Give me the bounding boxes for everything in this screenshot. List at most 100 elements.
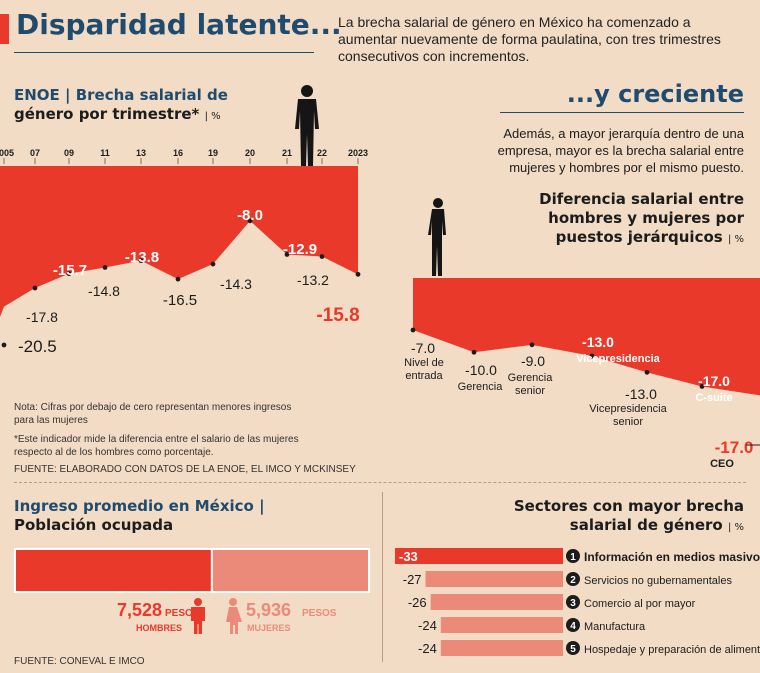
puestos-category-label: Nivel de (404, 357, 444, 369)
enoe-x-tick-label: 2023 (348, 148, 368, 158)
hombres-value: 7,528 (117, 600, 162, 620)
hombres-label: HOMBRES (136, 623, 182, 633)
man-icon (194, 598, 202, 606)
sector-category-label: Servicios no gubernamentales (584, 575, 732, 587)
puestos-category-label: Vicepresidencia (576, 353, 660, 365)
puestos-category-label: CEO (710, 458, 734, 470)
notes: Nota: Cifras por debajo de cero represen… (14, 401, 356, 476)
enoe-chart: 2005 07 09 11 13 16 19 20 21 22 2023 -20.5 -17.8 -15.… (0, 148, 368, 356)
sector-category-label: Comercio al por mayor (584, 598, 696, 610)
puestos-category-label: senior (613, 416, 643, 428)
sector-value-label: -27 (403, 572, 422, 587)
enoe-title: ENOE | Brecha salarial de género por tri… (14, 86, 228, 126)
enoe-x-tick-label: 19 (208, 148, 218, 158)
source-2: FUENTE: CONEVAL E IMCO (14, 656, 145, 667)
puestos-value-label: -13.0 (625, 386, 657, 402)
sector-rank-number: 5 (570, 644, 576, 655)
sectores-chart: -33 1 Información en medios masivos -27 2 Ser… (395, 548, 760, 656)
sector-rank-badge (566, 618, 580, 632)
ingreso-title-line1: Ingreso promedio en México | (14, 497, 265, 515)
sector-bar (440, 640, 563, 656)
enoe-point (319, 254, 325, 259)
sectores-title: Sectores con mayor brecha salarial de gé… (514, 497, 744, 537)
sector-bar (395, 548, 563, 564)
sector-bar (430, 594, 563, 610)
puestos-title: Diferencia salarial entre hombres y muje… (539, 190, 744, 249)
enoe-x-tick-label: 13 (136, 148, 146, 158)
sector-value-label: -24 (418, 618, 437, 633)
enoe-point (247, 218, 253, 224)
enoe-unit: | % (204, 111, 221, 122)
note-2: *Este indicador mide la diferencia entre… (14, 434, 299, 445)
section-divider (14, 482, 746, 483)
puestos-title-line1: Diferencia salarial entre (539, 190, 744, 208)
sector-rank-badge (566, 595, 580, 609)
hombres-unit: PESOS (165, 608, 200, 619)
creciente-title: ...y creciente (566, 80, 744, 108)
enoe-title-line2: género por trimestre* | % (14, 105, 228, 126)
sector-category-label: Hospedaje y preparación de alimentos (584, 644, 760, 656)
sector-category-label: Manufactura (584, 621, 646, 633)
puestos-unit: | % (727, 234, 744, 245)
woman-icon (226, 607, 242, 634)
mujeres-value: 5,936 (246, 600, 291, 620)
enoe-x-tick-label: 22 (317, 148, 327, 158)
enoe-x-tick-label: 09 (64, 148, 74, 158)
sector-value-label: -33 (399, 549, 418, 564)
enoe-value-label: -17.8 (26, 309, 58, 325)
enoe-x-tick-label: 20 (245, 148, 255, 158)
puestos-chart: -7.0 -10.0 -9.0 -13.0 -13.0 -17.0 -17.0 Nivel d… (404, 278, 760, 470)
puestos-value-label: -10.0 (465, 362, 497, 378)
enoe-value-label: -13.2 (297, 272, 329, 288)
puestos-value-label: -7.0 (411, 340, 435, 356)
note-1: Nota: Cifras por debajo de cero represen… (14, 402, 292, 413)
sector-rank-number: 3 (570, 598, 576, 609)
creciente-text: Además, a mayor jerarquía dentro de una … (497, 126, 744, 175)
enoe-point (175, 276, 181, 282)
note-2b: respecto al de los hombres como porcenta… (14, 447, 214, 458)
puestos-title-line2: hombres y mujeres por (548, 209, 744, 227)
enoe-x-tick-label: 11 (100, 148, 110, 158)
title-accent-bar (0, 14, 9, 44)
puestos-category-label: Gerencia (458, 381, 504, 393)
puestos-point (471, 349, 477, 355)
puestos-category-label: entrada (405, 370, 443, 382)
enoe-x-tick-label: 21 (282, 148, 292, 158)
puestos-title-text: puestos jerárquicos (555, 228, 723, 246)
sector-bar (440, 617, 563, 633)
sectores-unit: | % (727, 522, 744, 533)
ingreso-title: Ingreso promedio en México | Población o… (14, 497, 265, 535)
creciente-rule (500, 112, 744, 113)
puestos-point (699, 384, 705, 389)
sectores-title-line1: Sectores con mayor brecha (513, 497, 744, 515)
enoe-x-tick-label: 16 (173, 148, 183, 158)
mujeres-label: MUJERES (247, 623, 291, 633)
sector-rank-badge (566, 641, 580, 655)
enoe-point (32, 285, 38, 291)
enoe-x-tick-label: 07 (30, 148, 40, 158)
sector-rank-number: 2 (570, 575, 576, 586)
enoe-value-label: -15.7 (53, 262, 87, 279)
woman-icon (229, 598, 237, 606)
enoe-title-line1: ENOE | Brecha salarial de (14, 86, 228, 104)
note-1b: para las mujeres (14, 415, 88, 426)
enoe-point (102, 265, 108, 270)
enoe-value-label: -12.9 (283, 241, 317, 258)
puestos-value-label: -17.0 (715, 438, 754, 457)
enoe-point (138, 258, 144, 264)
sector-rank-badge (566, 549, 580, 563)
page-title: Disparidad latente... (16, 8, 342, 41)
sector-rank-number: 4 (570, 621, 576, 632)
puestos-point (589, 353, 595, 359)
puestos-point (644, 369, 650, 375)
enoe-point (1, 342, 7, 348)
enoe-area (0, 166, 358, 317)
sector-value-label: -26 (408, 595, 427, 610)
ingreso-title-line2: Población ocupada (14, 516, 174, 534)
enoe-title-text: género por trimestre* (14, 105, 200, 123)
enoe-value-label: -8.0 (237, 207, 263, 224)
man-silhouette-icon (295, 85, 319, 166)
enoe-value-label: -13.8 (125, 249, 159, 266)
title-rule (14, 52, 314, 53)
